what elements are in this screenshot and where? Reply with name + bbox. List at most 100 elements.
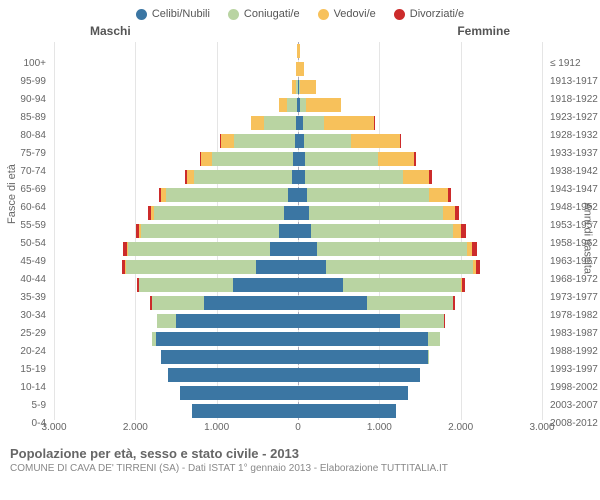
plot-area <box>54 42 542 420</box>
birth-label: 1978-1982 <box>544 306 600 324</box>
x-tick-label: 2.000 <box>123 422 148 433</box>
male-bar <box>54 62 298 76</box>
bar-segment <box>343 278 461 292</box>
right-header: Femmine <box>457 24 510 38</box>
male-bar <box>54 44 298 58</box>
bar-segment <box>298 350 428 364</box>
female-bar <box>298 98 542 112</box>
female-bar <box>298 116 542 130</box>
bar-segment <box>264 116 297 130</box>
pyramid-row <box>54 348 542 366</box>
bar-segment <box>234 134 295 148</box>
legend-item: Divorziati/e <box>394 8 464 20</box>
pyramid-row <box>54 60 542 78</box>
bar-segment <box>443 206 455 220</box>
bar-segment <box>279 224 298 238</box>
bar-segment <box>157 314 176 328</box>
bar-segment <box>141 224 279 238</box>
bar-segment <box>400 134 401 148</box>
bar-segment <box>307 188 429 202</box>
birth-label: 1983-1987 <box>544 324 600 342</box>
age-label: 85-89 <box>0 108 52 126</box>
bar-segment <box>324 116 374 130</box>
pyramid-row <box>54 222 542 240</box>
x-tick-label: 1.000 <box>367 422 392 433</box>
male-bar <box>54 332 298 346</box>
female-bar <box>298 80 542 94</box>
chart-footer: Popolazione per età, sesso e stato civil… <box>0 438 600 474</box>
bar-segment <box>298 242 317 256</box>
bar-segment <box>176 314 298 328</box>
birth-label: 1918-1922 <box>544 90 600 108</box>
female-bar <box>298 278 542 292</box>
bar-segment <box>298 188 307 202</box>
bar-segment <box>298 314 400 328</box>
birth-label: ≤ 1912 <box>544 54 600 72</box>
bar-segment <box>326 260 472 274</box>
population-pyramid-chart: Celibi/Nubili Coniugati/e Vedovi/e Divorzia… <box>0 0 600 500</box>
pyramid-row <box>54 132 542 150</box>
male-bar <box>54 206 298 220</box>
chart-title: Popolazione per età, sesso e stato civil… <box>10 446 590 461</box>
birth-label: 1973-1977 <box>544 288 600 306</box>
female-bar <box>298 350 542 364</box>
male-bar <box>54 98 298 112</box>
age-label: 50-54 <box>0 234 52 252</box>
bar-segment <box>305 152 378 166</box>
bar-segment <box>194 170 292 184</box>
legend-item: Vedovi/e <box>318 8 376 20</box>
bar-segment <box>429 188 448 202</box>
birth-label: 1928-1932 <box>544 126 600 144</box>
x-tick-label: 0 <box>295 422 301 433</box>
birth-label: 1913-1917 <box>544 72 600 90</box>
bar-segment <box>251 116 264 130</box>
pyramid-row <box>54 204 542 222</box>
bar-segment <box>298 296 367 310</box>
x-axis: 3.0002.0001.00001.0002.0003.000 <box>54 422 542 438</box>
age-label: 100+ <box>0 54 52 72</box>
bar-segment <box>212 152 293 166</box>
male-bar <box>54 350 298 364</box>
bar-segment <box>303 116 324 130</box>
bar-segment <box>403 170 429 184</box>
bar-segment <box>279 98 288 112</box>
age-label: 90-94 <box>0 90 52 108</box>
male-bar <box>54 134 298 148</box>
legend-item: Celibi/Nubili <box>136 8 210 20</box>
legend-label: Vedovi/e <box>334 8 376 20</box>
male-bar <box>54 296 298 310</box>
bar-segment <box>453 224 461 238</box>
pyramid-row <box>54 330 542 348</box>
male-bar <box>54 116 298 130</box>
bar-segment <box>152 296 205 310</box>
birth-label: 1943-1947 <box>544 180 600 198</box>
male-bar <box>54 188 298 202</box>
bar-segment <box>201 152 212 166</box>
legend-label: Coniugati/e <box>244 8 300 20</box>
age-label: 75-79 <box>0 144 52 162</box>
male-bar <box>54 314 298 328</box>
bar-segment <box>305 170 403 184</box>
bar-segment <box>448 188 452 202</box>
legend-swatch <box>318 9 329 20</box>
column-headers: Maschi Femmine <box>0 24 600 38</box>
female-bar <box>298 386 542 400</box>
bar-segment <box>233 278 298 292</box>
male-bar <box>54 152 298 166</box>
bar-segment <box>351 134 400 148</box>
bar-segment <box>378 152 415 166</box>
male-bar <box>54 404 298 418</box>
pyramid-row <box>54 294 542 312</box>
pyramid-row <box>54 150 542 168</box>
female-bar <box>298 206 542 220</box>
bar-segment <box>204 296 298 310</box>
bar-segment <box>306 98 341 112</box>
pyramid-row <box>54 276 542 294</box>
bar-segment <box>298 224 311 238</box>
pyramid-row <box>54 366 542 384</box>
pyramid-row <box>54 384 542 402</box>
female-bar <box>298 260 542 274</box>
male-bar <box>54 242 298 256</box>
age-label: 25-29 <box>0 324 52 342</box>
pyramid-row <box>54 186 542 204</box>
